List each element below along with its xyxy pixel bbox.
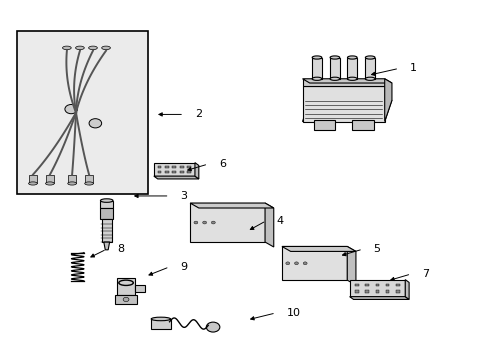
Text: 8: 8 <box>117 244 124 254</box>
Ellipse shape <box>329 56 339 59</box>
Bar <box>355 291 358 293</box>
Bar <box>349 280 405 297</box>
Bar <box>365 58 374 79</box>
Ellipse shape <box>76 46 84 50</box>
Ellipse shape <box>88 46 97 50</box>
Text: 1: 1 <box>409 63 416 73</box>
Text: 5: 5 <box>373 244 380 254</box>
Bar <box>351 121 373 130</box>
Bar <box>365 284 368 286</box>
Polygon shape <box>282 247 355 251</box>
Bar <box>385 291 389 293</box>
Polygon shape <box>384 79 391 122</box>
Ellipse shape <box>347 77 356 80</box>
Bar <box>135 285 145 292</box>
Text: 3: 3 <box>180 191 187 201</box>
Bar <box>172 171 176 174</box>
Ellipse shape <box>102 46 110 50</box>
Ellipse shape <box>311 77 321 80</box>
Bar <box>395 291 399 293</box>
Bar <box>28 175 37 184</box>
Polygon shape <box>103 242 109 250</box>
Bar <box>157 171 161 174</box>
Text: 2: 2 <box>194 109 202 120</box>
Ellipse shape <box>365 56 374 59</box>
Bar <box>365 291 368 293</box>
Bar <box>180 171 183 174</box>
Bar <box>190 203 264 242</box>
Bar <box>302 86 384 122</box>
Bar <box>313 121 334 130</box>
Ellipse shape <box>151 317 170 321</box>
Bar <box>329 58 339 79</box>
Bar <box>151 319 170 329</box>
Ellipse shape <box>347 56 356 59</box>
Ellipse shape <box>62 46 71 50</box>
Polygon shape <box>346 247 355 285</box>
Bar <box>347 58 356 79</box>
Ellipse shape <box>365 77 374 80</box>
Bar <box>45 175 54 184</box>
Text: 9: 9 <box>180 262 187 272</box>
Circle shape <box>89 119 102 128</box>
Bar <box>100 201 113 208</box>
Ellipse shape <box>100 199 113 202</box>
Polygon shape <box>154 176 199 179</box>
Bar <box>115 295 137 304</box>
Bar <box>187 171 191 174</box>
Bar <box>282 247 346 280</box>
Bar <box>164 166 168 168</box>
Circle shape <box>206 322 220 332</box>
Ellipse shape <box>84 182 93 185</box>
Polygon shape <box>264 203 273 247</box>
Text: 7: 7 <box>421 269 428 279</box>
Bar <box>302 79 384 86</box>
Ellipse shape <box>45 182 54 185</box>
Circle shape <box>294 262 298 265</box>
Polygon shape <box>302 100 391 122</box>
Ellipse shape <box>311 56 321 59</box>
Bar <box>355 284 358 286</box>
Polygon shape <box>190 203 273 208</box>
Circle shape <box>123 297 129 302</box>
Bar <box>385 284 389 286</box>
Polygon shape <box>349 297 408 300</box>
Bar <box>311 58 321 79</box>
Bar <box>375 291 379 293</box>
Bar <box>172 166 176 168</box>
Circle shape <box>285 262 289 265</box>
Polygon shape <box>195 163 199 179</box>
Circle shape <box>194 221 198 224</box>
Circle shape <box>65 104 77 114</box>
Bar <box>180 166 183 168</box>
Circle shape <box>211 221 215 224</box>
Bar <box>17 31 147 194</box>
Bar <box>68 175 76 184</box>
Text: 6: 6 <box>219 159 225 169</box>
Bar <box>154 163 195 176</box>
Ellipse shape <box>28 182 37 185</box>
Ellipse shape <box>68 182 76 185</box>
Bar <box>187 166 191 168</box>
Bar <box>84 175 93 184</box>
Text: 10: 10 <box>286 308 300 318</box>
Bar <box>157 166 161 168</box>
Circle shape <box>303 262 306 265</box>
Bar <box>117 278 135 295</box>
Bar <box>375 284 379 286</box>
Bar <box>102 219 111 242</box>
Bar <box>100 208 113 219</box>
Polygon shape <box>302 79 391 83</box>
Text: 4: 4 <box>276 216 284 226</box>
Circle shape <box>202 221 206 224</box>
Bar <box>395 284 399 286</box>
Ellipse shape <box>329 77 339 80</box>
Polygon shape <box>405 280 408 300</box>
Bar <box>164 171 168 174</box>
